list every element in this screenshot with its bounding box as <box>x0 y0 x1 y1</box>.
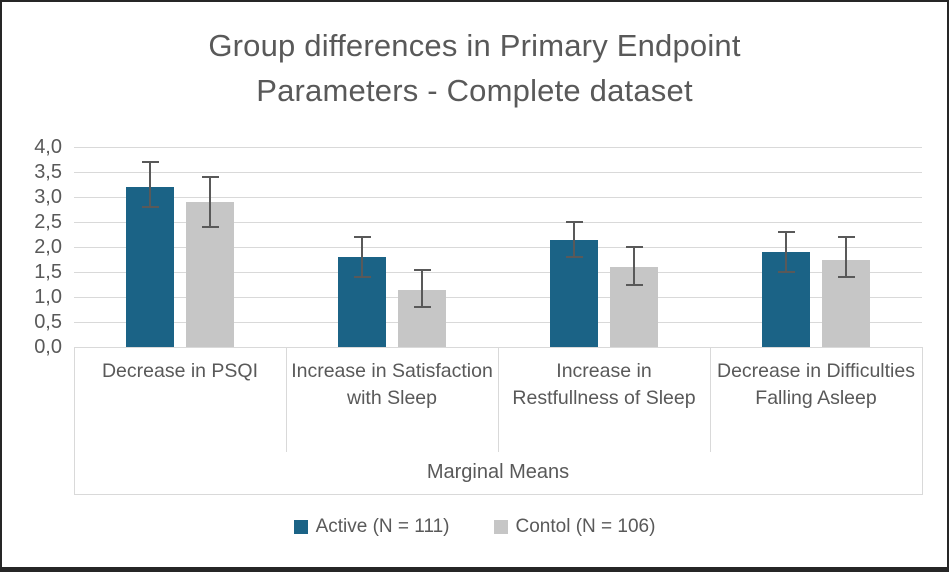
gridline <box>74 197 922 198</box>
y-axis-tick-label: 0,5 <box>34 311 62 333</box>
gridline <box>74 172 922 173</box>
chart-title: Group differences in Primary Endpoint Pa… <box>2 23 947 113</box>
legend-label: Contol (N = 106) <box>515 516 656 537</box>
error-bar <box>361 237 363 277</box>
gridline <box>74 272 922 273</box>
error-bar-cap <box>353 236 371 238</box>
error-bar-cap <box>625 283 643 286</box>
y-axis-tick-label: 2,5 <box>34 211 62 233</box>
category-label: Increase in Restfullness of Sleep <box>512 360 696 409</box>
y-axis-tick-label: 1,5 <box>34 261 62 283</box>
y-axis-tick-label: 0,0 <box>34 336 62 358</box>
error-bar-cap <box>201 226 219 228</box>
error-bar <box>421 269 423 307</box>
error-bar-cap <box>353 276 371 278</box>
error-bar-cap <box>413 306 431 308</box>
category-label: Decrease in PSQI <box>101 360 259 382</box>
y-axis-tick-label: 3,0 <box>34 186 62 208</box>
y-axis-tick-label: 1,0 <box>34 286 62 308</box>
y-axis-tick-label: 3,5 <box>34 161 62 183</box>
error-bar-cap <box>625 246 643 248</box>
error-bar-cap <box>413 268 431 271</box>
category-divider <box>286 347 287 452</box>
legend-label: Active (N = 111) <box>315 516 450 537</box>
legend-swatch-icon <box>293 520 308 534</box>
legend-item-active: Active (N = 111) <box>293 516 450 538</box>
error-bar <box>209 177 211 227</box>
legend-item-control: Contol (N = 106) <box>493 516 656 538</box>
error-bar-cap <box>837 276 855 278</box>
y-axis-tick-label: 4,0 <box>34 136 62 158</box>
error-bar-cap <box>141 161 159 163</box>
error-bar-cap <box>565 221 583 223</box>
chart-title-line-2: Parameters - Complete dataset <box>256 73 693 108</box>
y-axis-tick-label: 2,0 <box>34 236 62 258</box>
category-label: Increase in Satisfaction with Sleep <box>291 360 493 409</box>
error-bar <box>785 232 787 272</box>
error-bar <box>633 247 635 285</box>
gridline <box>74 222 922 223</box>
legend-swatch-icon <box>493 520 508 534</box>
error-bar-cap <box>777 231 795 233</box>
category-labels-row: Decrease in PSQI Increase in Satisfaction… <box>74 347 922 452</box>
error-bar-cap <box>565 256 583 258</box>
gridline <box>74 147 922 148</box>
gridline <box>74 247 922 248</box>
error-bar <box>573 222 575 257</box>
error-bar-cap <box>201 176 219 178</box>
legend: Active (N = 111) Contol (N = 106) <box>2 516 947 538</box>
chart-title-line-1: Group differences in Primary Endpoint <box>208 28 741 63</box>
gridline <box>74 297 922 298</box>
bar-active <box>126 187 174 347</box>
error-bar-cap <box>777 271 795 273</box>
x-axis-title: Marginal Means <box>426 461 570 483</box>
error-bar-cap <box>141 206 159 208</box>
category-divider <box>498 347 499 452</box>
error-bar-cap <box>837 236 855 238</box>
error-bar <box>149 162 151 207</box>
category-divider <box>710 347 711 452</box>
gridline <box>74 322 922 323</box>
category-label: Decrease in Difficulties Falling Asleep <box>717 360 915 409</box>
error-bar <box>845 237 847 277</box>
